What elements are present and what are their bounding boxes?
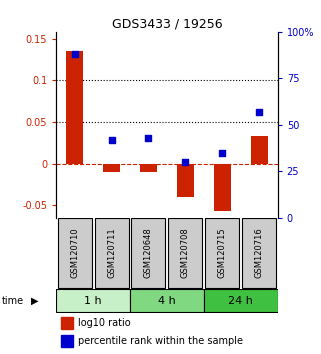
Bar (177, 164, 194, 197)
Text: GSM120710: GSM120710 (70, 228, 79, 279)
FancyBboxPatch shape (132, 218, 165, 288)
Text: 1 h: 1 h (84, 296, 102, 306)
Point (183, 159, 188, 165)
Bar (214, 164, 230, 211)
Text: time: time (2, 296, 24, 306)
Text: GSM120708: GSM120708 (181, 228, 190, 279)
Point (256, 109, 262, 115)
Text: 4 h: 4 h (158, 296, 176, 306)
Bar (61, 318, 73, 329)
Text: ▶: ▶ (30, 296, 38, 306)
FancyBboxPatch shape (95, 218, 128, 288)
FancyBboxPatch shape (204, 289, 278, 312)
Text: GSM120715: GSM120715 (218, 228, 227, 279)
FancyBboxPatch shape (130, 289, 204, 312)
FancyBboxPatch shape (205, 218, 239, 288)
Bar (61, 336, 73, 347)
Point (109, 137, 114, 143)
Bar (251, 136, 267, 164)
FancyBboxPatch shape (58, 218, 91, 288)
Text: log10 ratio: log10 ratio (78, 318, 131, 328)
Text: GSM120716: GSM120716 (255, 228, 264, 279)
Bar (66, 51, 83, 164)
Text: GSM120648: GSM120648 (144, 228, 153, 279)
Point (72, 51, 77, 57)
Bar (140, 164, 157, 172)
FancyBboxPatch shape (242, 218, 276, 288)
FancyBboxPatch shape (169, 218, 202, 288)
Point (146, 135, 151, 141)
Title: GDS3433 / 19256: GDS3433 / 19256 (112, 18, 222, 31)
Text: percentile rank within the sample: percentile rank within the sample (78, 336, 243, 346)
Text: GSM120711: GSM120711 (107, 228, 116, 279)
Text: 24 h: 24 h (228, 296, 253, 306)
FancyBboxPatch shape (56, 289, 130, 312)
Point (220, 150, 225, 155)
Bar (103, 164, 120, 172)
